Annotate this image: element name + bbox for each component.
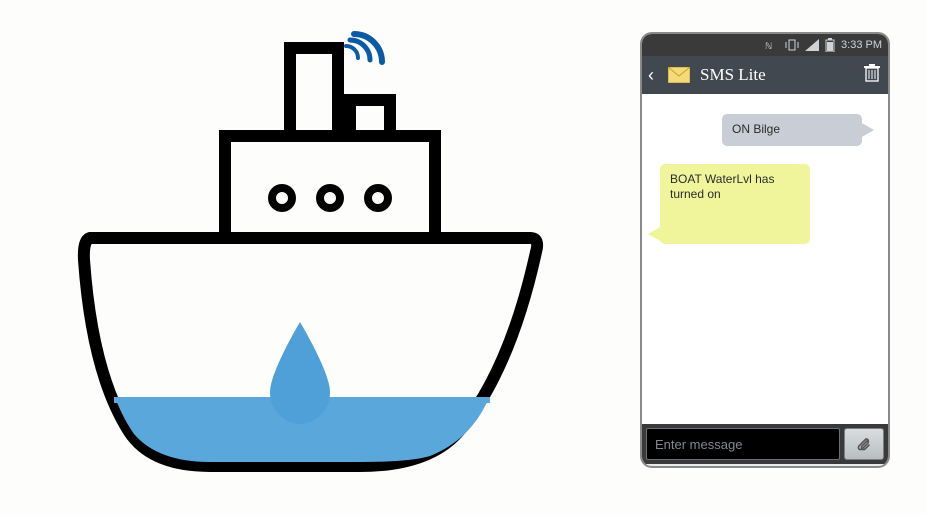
boat-illustration bbox=[30, 0, 550, 515]
battery-icon bbox=[825, 38, 835, 52]
vibrate-icon bbox=[785, 39, 799, 51]
back-button[interactable]: ‹ bbox=[648, 65, 662, 86]
input-bar: Enter message bbox=[642, 424, 888, 464]
attach-button[interactable] bbox=[844, 428, 884, 460]
status-time: 3:33 PM bbox=[841, 39, 882, 51]
delete-button[interactable] bbox=[862, 64, 882, 87]
bubble-tail bbox=[648, 226, 662, 242]
status-bar: ℕ 3:33 PM bbox=[642, 34, 888, 56]
paperclip-icon bbox=[856, 436, 872, 452]
app-bar: ‹ SMS Lite bbox=[642, 56, 888, 94]
envelope-icon bbox=[668, 67, 690, 83]
message-outgoing: ON Bilge bbox=[722, 114, 862, 146]
phone-mock: ℕ 3:33 PM ‹ SMS Lite bbox=[640, 32, 890, 468]
message-input[interactable]: Enter message bbox=[646, 428, 840, 460]
conversation-area: ON Bilge BOAT WaterLvl has turned on bbox=[642, 94, 888, 424]
nfc-icon: ℕ bbox=[765, 40, 779, 50]
app-title: SMS Lite bbox=[696, 65, 856, 85]
message-placeholder: Enter message bbox=[655, 437, 742, 452]
svg-text:ℕ: ℕ bbox=[765, 41, 772, 50]
message-incoming: BOAT WaterLvl has turned on bbox=[660, 164, 810, 244]
signal-icon bbox=[805, 39, 819, 51]
bubble-tail bbox=[860, 122, 874, 138]
trash-icon bbox=[864, 64, 880, 82]
